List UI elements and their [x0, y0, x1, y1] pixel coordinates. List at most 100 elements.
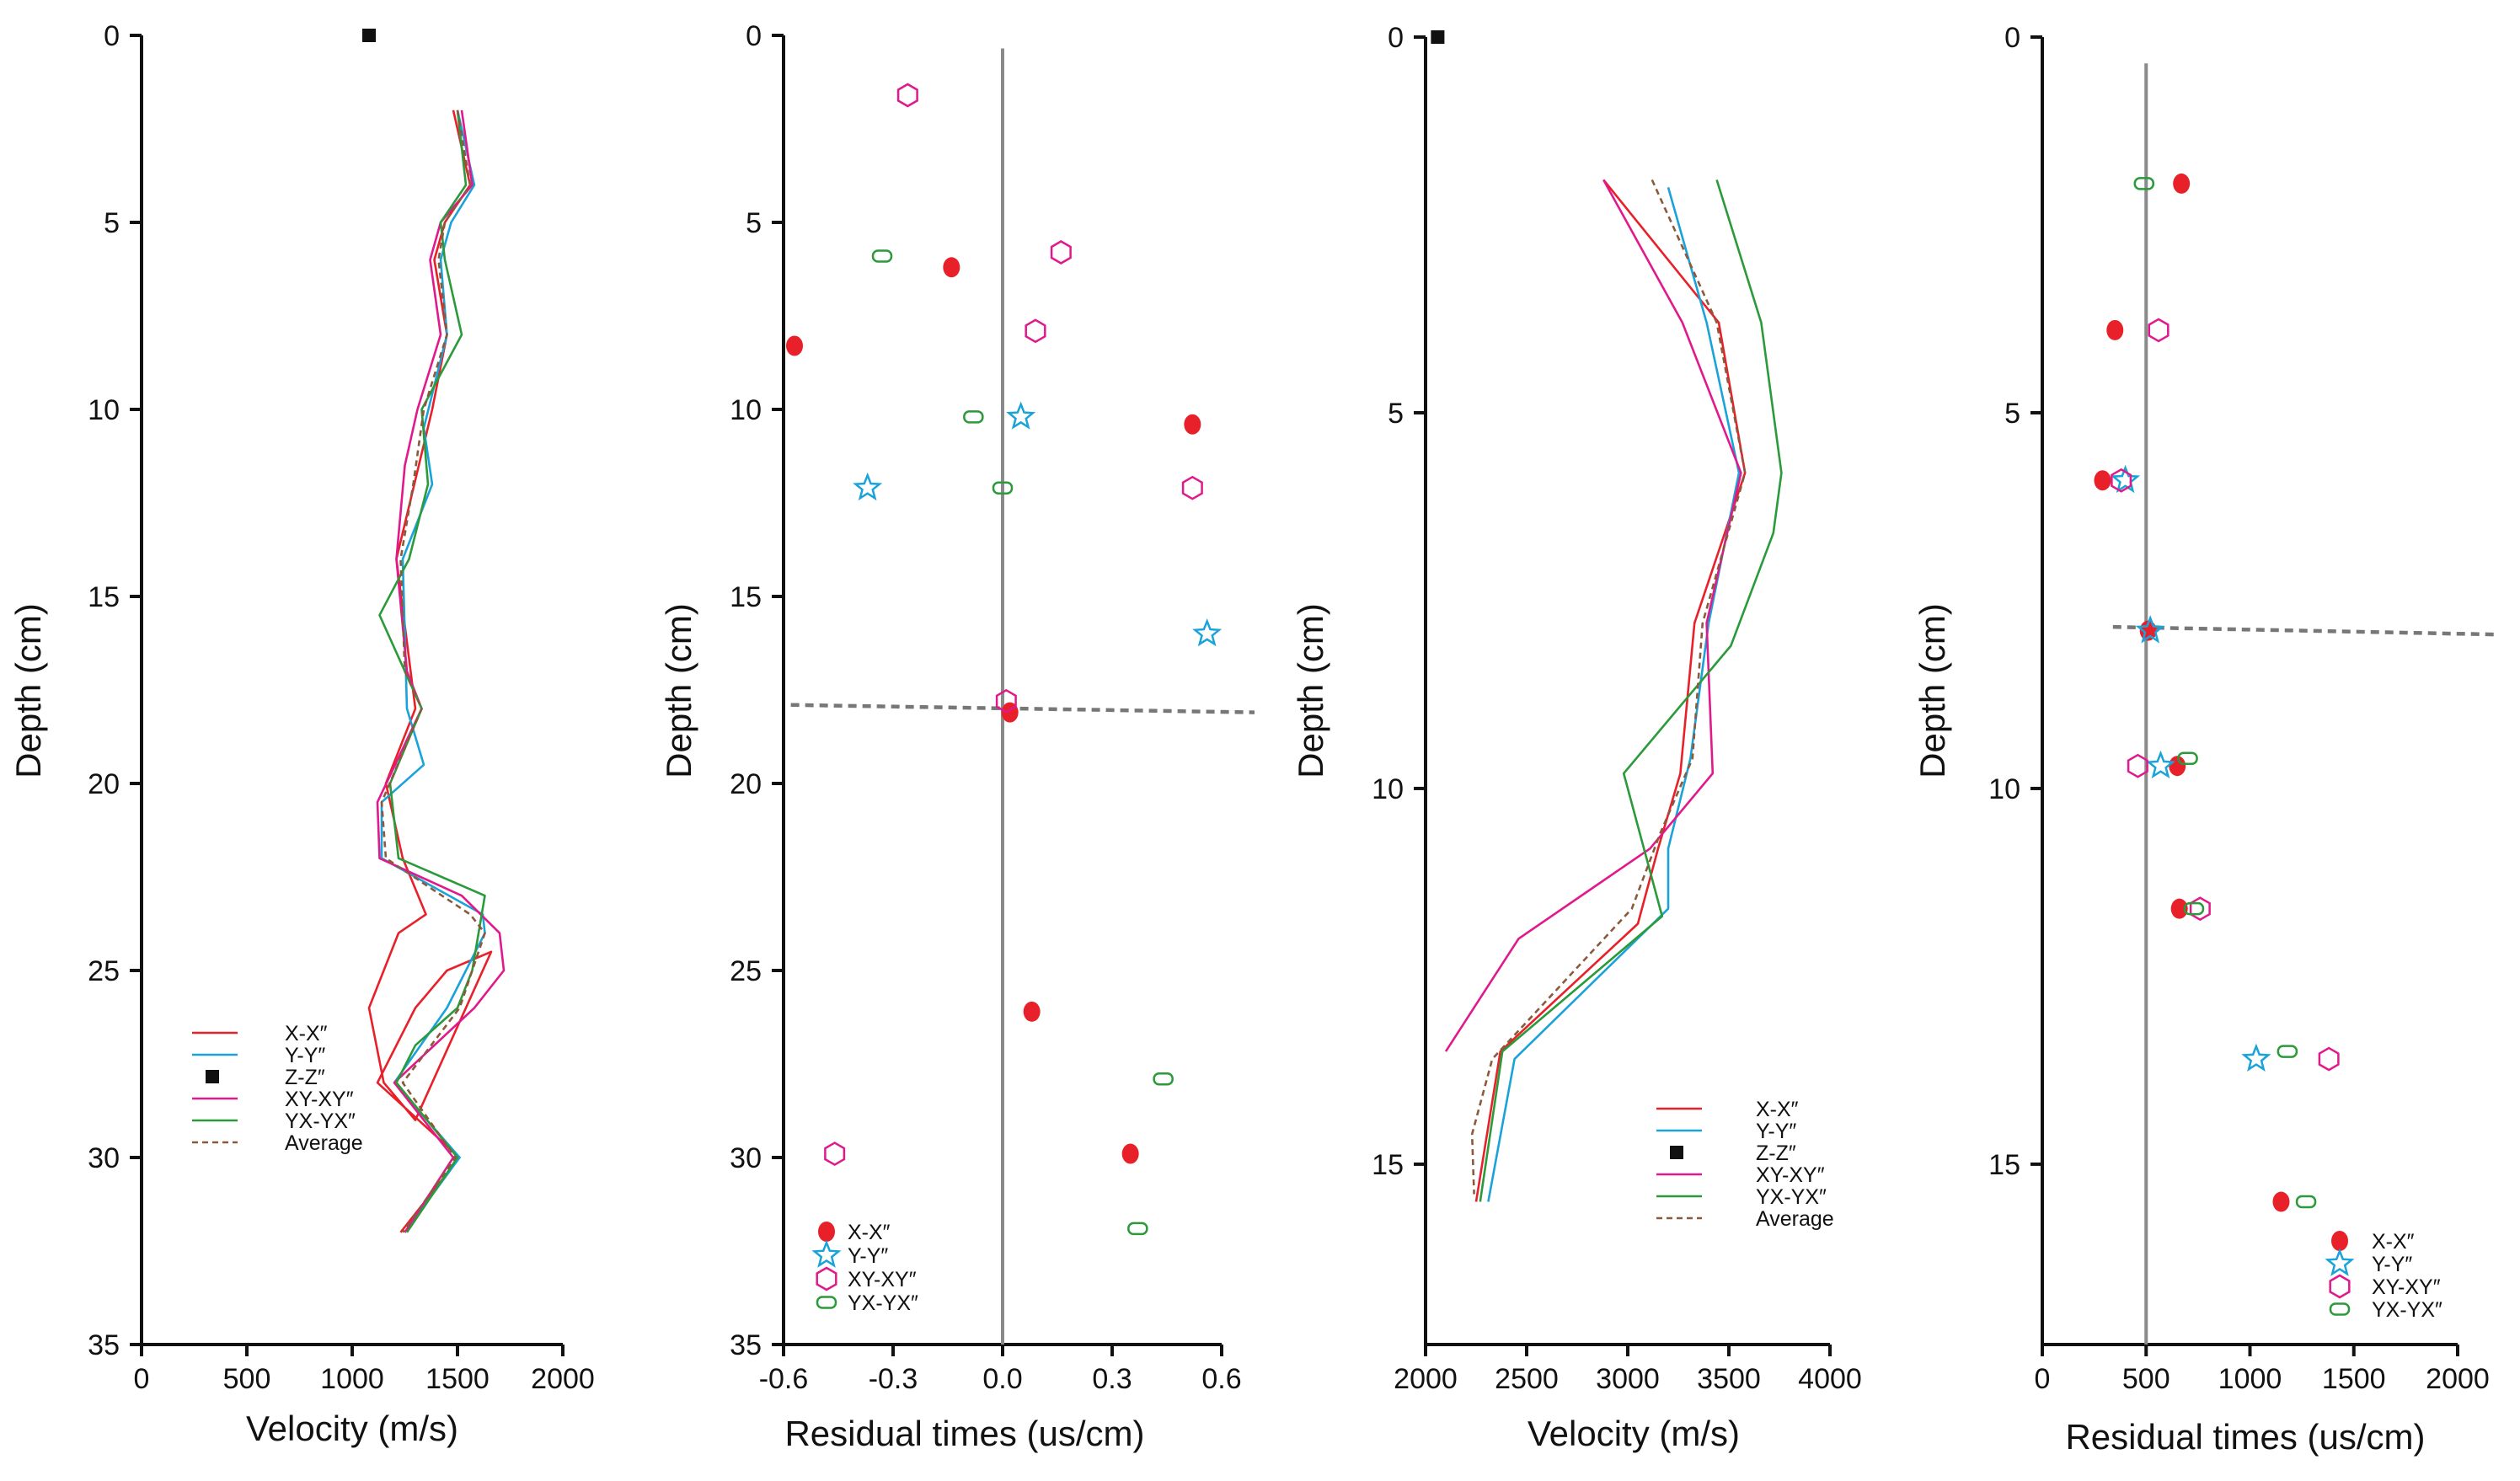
legend-label: Y-Y″	[848, 1244, 888, 1268]
legend-label: Z-Z″	[1756, 1141, 1796, 1165]
series-yx-yx-point	[2177, 751, 2198, 766]
series-yx-yx-point	[992, 481, 1014, 495]
series-x-x-point	[2170, 898, 2188, 919]
y-tick-label: 0	[1388, 22, 1404, 54]
series-yx-yx-point	[2277, 1045, 2298, 1058]
x-axis-label: Residual times (us/cm)	[2065, 1417, 2425, 1457]
series-y-y-point	[1192, 618, 1223, 647]
series-y-y-point	[2145, 750, 2176, 779]
series-x-x-point	[1184, 414, 1201, 435]
x-tick-label: 0.6	[1201, 1363, 1241, 1395]
x-tick-label: 3500	[1697, 1363, 1761, 1395]
y-tick-label: 0	[746, 20, 762, 52]
x-tick-label: 0	[2035, 1363, 2051, 1395]
legend-label: X-X″	[285, 1022, 328, 1045]
chart-panel-2: 0 5 10 15 20 25 30 35-0.6 -0.3 0.0 0.3 0.6 Residual …	[659, 20, 1255, 1453]
series-xy-xy-point	[2127, 753, 2148, 778]
series-yx-yx-point	[1127, 1222, 1148, 1236]
chart-panel-1: 0 5 10 15 20 25 30 35 0 500 1000 1500 2000 Velocity (…	[8, 20, 595, 1448]
legend-swatch	[2329, 1274, 2351, 1299]
series-z-z-point	[362, 29, 376, 42]
x-axis-label: Residual times (us/cm)	[784, 1414, 1144, 1453]
y-tick-label: 0	[104, 20, 120, 52]
y-tick-label: 15	[1988, 1149, 2020, 1181]
legend-label: XY-XY″	[1756, 1163, 1825, 1187]
series-xy-xy-line	[1444, 179, 1742, 1052]
x-tick-label: 1500	[425, 1363, 490, 1395]
y-tick-label: 35	[730, 1329, 762, 1361]
legend-label: XY-XY″	[285, 1088, 354, 1111]
legend-swatch	[816, 1296, 837, 1309]
y-tick-label: 0	[2004, 22, 2020, 54]
series-x-x-point	[2106, 319, 2124, 340]
legend-swatch	[2325, 1248, 2355, 1276]
series-yx-yx-point	[2295, 1195, 2317, 1209]
series-x-x-point	[2272, 1191, 2290, 1212]
x-tick-label: 0.3	[1092, 1363, 1132, 1395]
series-y-y-point	[2111, 464, 2141, 494]
series-xy-xy-point	[995, 688, 1017, 714]
series-x-x-point	[786, 335, 803, 356]
x-tick-label: 3000	[1596, 1363, 1660, 1395]
series-y-y-point	[1006, 401, 1036, 430]
series-yx-yx-point	[2133, 177, 2155, 190]
x-tick-label: 2500	[1495, 1363, 1559, 1395]
x-tick-label: 2000	[531, 1363, 595, 1395]
series-y-y-point	[2135, 615, 2165, 644]
legend-label: Z-Z″	[285, 1066, 325, 1089]
series-x-x-line	[367, 110, 493, 1233]
legend-swatch	[1670, 1146, 1683, 1159]
y-tick-label: 10	[730, 394, 762, 426]
y-tick-label: 10	[88, 394, 120, 426]
x-tick-label: 0	[134, 1363, 150, 1395]
y-tick-label: 5	[104, 207, 120, 239]
series-average-line	[380, 110, 486, 1233]
legend-swatch	[2329, 1302, 2351, 1316]
x-tick-label: 0.0	[982, 1363, 1022, 1395]
series-y-y-point	[2241, 1043, 2271, 1072]
legend-label: X-X″	[2372, 1230, 2415, 1254]
series-x-x-point	[2173, 173, 2191, 194]
y-tick-label: 30	[730, 1142, 762, 1174]
legend-label: YX-YX″	[1756, 1185, 1827, 1209]
legend-label: YX-YX″	[848, 1291, 918, 1315]
legend-label: Average	[285, 1131, 363, 1155]
series-x-x-point	[1023, 1001, 1041, 1022]
series-average-line	[1470, 179, 1747, 1195]
series-y-y-point	[853, 472, 883, 501]
series-xy-xy-point	[824, 1141, 846, 1167]
y-tick-label: 5	[1388, 398, 1404, 430]
y-axis-label: Depth (cm)	[1913, 603, 1952, 778]
legend-label: YX-YX″	[2372, 1298, 2442, 1322]
series-x-x-point	[2169, 756, 2186, 777]
legend-label: YX-YX″	[285, 1109, 356, 1133]
legend-label: XY-XY″	[2372, 1275, 2441, 1299]
legend-label: X-X″	[848, 1221, 891, 1244]
series-x-x-point	[2094, 470, 2111, 491]
x-tick-label: 1500	[2322, 1363, 2386, 1395]
x-tick-label: -0.3	[869, 1363, 918, 1395]
y-tick-label: 10	[1988, 773, 2020, 805]
series-y-y-line	[1487, 187, 1741, 1202]
series-xy-xy-point	[1181, 475, 1203, 500]
series-xy-xy-point	[1050, 240, 1072, 265]
y-tick-label: 20	[730, 768, 762, 800]
legend-swatch	[818, 1222, 835, 1242]
series-x-x-line	[1474, 179, 1747, 1202]
x-axis-label: Velocity (m/s)	[246, 1409, 458, 1448]
series-xy-xy-point	[2111, 468, 2132, 493]
legend-label: Average	[1756, 1207, 1834, 1231]
series-xy-xy-point	[2318, 1046, 2340, 1072]
y-tick-label: 15	[730, 581, 762, 613]
legend-swatch	[811, 1239, 842, 1268]
y-tick-label: 20	[88, 768, 120, 800]
series-yx-yx-point	[871, 249, 893, 263]
legend-swatch	[2331, 1231, 2348, 1251]
y-tick-label: 10	[1372, 773, 1404, 805]
y-tick-label: 5	[746, 207, 762, 239]
series-x-x-point	[1121, 1143, 1139, 1164]
series-yx-yx-point	[1153, 1072, 1174, 1086]
y-axis-label: Depth (cm)	[8, 603, 48, 778]
